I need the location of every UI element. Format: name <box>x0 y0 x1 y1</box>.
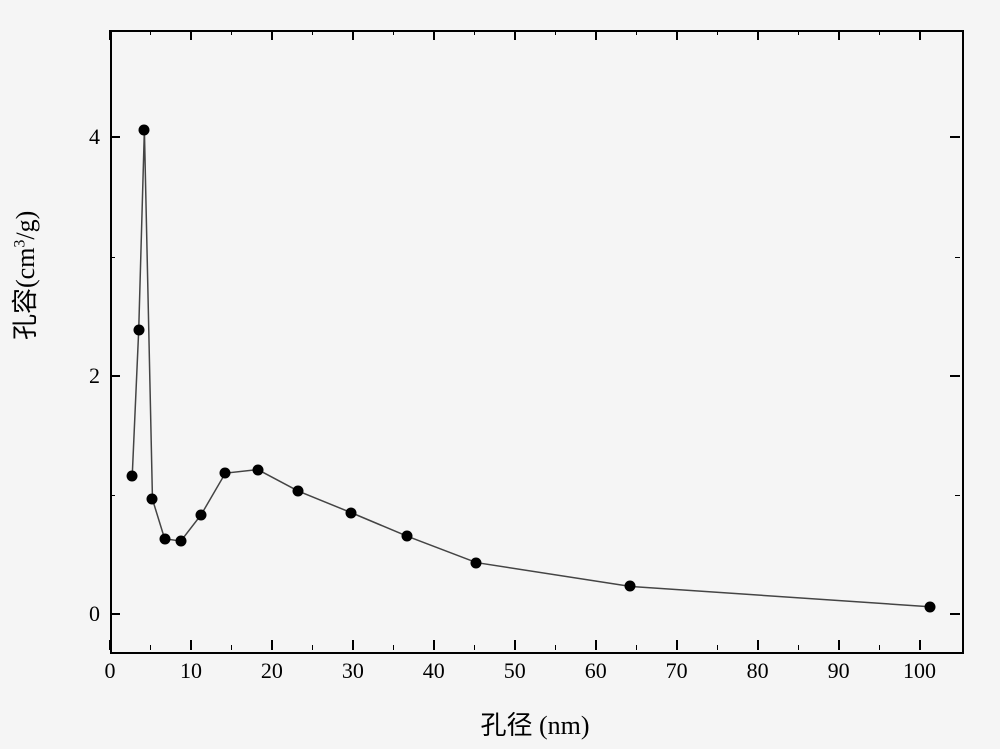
xtick-minor <box>312 645 313 650</box>
xtick-major <box>433 640 435 650</box>
xtick-minor <box>717 645 718 650</box>
xtick-label: 0 <box>105 658 116 684</box>
ytick-major <box>950 375 960 377</box>
chart-container: 孔径 (nm) 孔容(cm3/g) 0102030405060708090100… <box>0 0 1000 749</box>
xtick-major <box>514 640 516 650</box>
xtick-minor <box>150 30 151 35</box>
xtick-minor <box>636 645 637 650</box>
ytick-label: 4 <box>89 124 100 150</box>
data-point <box>175 536 186 547</box>
ytick-minor <box>110 257 115 258</box>
xtick-major <box>757 30 759 40</box>
x-axis-label: 孔径 (nm) <box>110 705 960 742</box>
xtick-major <box>352 640 354 650</box>
ytick-major <box>110 613 120 615</box>
xtick-major <box>271 30 273 40</box>
data-point <box>402 531 413 542</box>
line-series <box>112 32 962 652</box>
data-point <box>293 486 304 497</box>
xtick-minor <box>717 30 718 35</box>
xtick-major <box>919 640 921 650</box>
ytick-minor <box>955 495 960 496</box>
data-point <box>625 581 636 592</box>
data-point <box>196 509 207 520</box>
data-point <box>159 533 170 544</box>
xtick-minor <box>150 645 151 650</box>
xtick-major <box>352 30 354 40</box>
data-point <box>147 494 158 505</box>
xtick-major <box>595 30 597 40</box>
xtick-major <box>757 640 759 650</box>
xtick-major <box>109 30 111 40</box>
xtick-major <box>433 30 435 40</box>
xtick-minor <box>879 30 880 35</box>
xtick-label: 60 <box>585 658 607 684</box>
xtick-major <box>676 640 678 650</box>
xtick-major <box>514 30 516 40</box>
xtick-major <box>838 640 840 650</box>
xtick-minor <box>231 645 232 650</box>
data-point <box>220 468 231 479</box>
y-axis-label: 孔容(cm3/g) <box>5 211 42 340</box>
data-point <box>252 464 263 475</box>
data-point <box>127 470 138 481</box>
xtick-minor <box>879 645 880 650</box>
ytick-major <box>110 375 120 377</box>
ytick-minor <box>955 257 960 258</box>
data-point <box>139 124 150 135</box>
data-point <box>133 325 144 336</box>
xtick-major <box>676 30 678 40</box>
xtick-minor <box>555 645 556 650</box>
xtick-label: 50 <box>504 658 526 684</box>
ytick-label: 2 <box>89 363 100 389</box>
xtick-minor <box>636 30 637 35</box>
xtick-major <box>271 640 273 650</box>
xtick-major <box>919 30 921 40</box>
xtick-major <box>838 30 840 40</box>
xtick-label: 90 <box>828 658 850 684</box>
xtick-label: 100 <box>903 658 936 684</box>
xtick-label: 20 <box>261 658 283 684</box>
xtick-label: 40 <box>423 658 445 684</box>
xtick-label: 10 <box>180 658 202 684</box>
xtick-major <box>109 640 111 650</box>
xtick-minor <box>798 30 799 35</box>
line-path <box>132 130 929 607</box>
ytick-minor <box>110 495 115 496</box>
ytick-major <box>950 613 960 615</box>
plot-area <box>110 30 964 654</box>
data-point <box>471 557 482 568</box>
xtick-minor <box>231 30 232 35</box>
xtick-label: 80 <box>747 658 769 684</box>
xtick-major <box>595 640 597 650</box>
xtick-label: 70 <box>666 658 688 684</box>
xtick-minor <box>798 645 799 650</box>
xtick-minor <box>474 30 475 35</box>
data-point <box>924 601 935 612</box>
data-point <box>345 507 356 518</box>
ytick-label: 0 <box>89 601 100 627</box>
xtick-major <box>190 640 192 650</box>
xtick-major <box>190 30 192 40</box>
ytick-major <box>110 136 120 138</box>
xtick-minor <box>474 645 475 650</box>
xtick-minor <box>393 645 394 650</box>
xtick-minor <box>555 30 556 35</box>
ytick-major <box>950 136 960 138</box>
xtick-minor <box>393 30 394 35</box>
xtick-label: 30 <box>342 658 364 684</box>
xtick-minor <box>312 30 313 35</box>
